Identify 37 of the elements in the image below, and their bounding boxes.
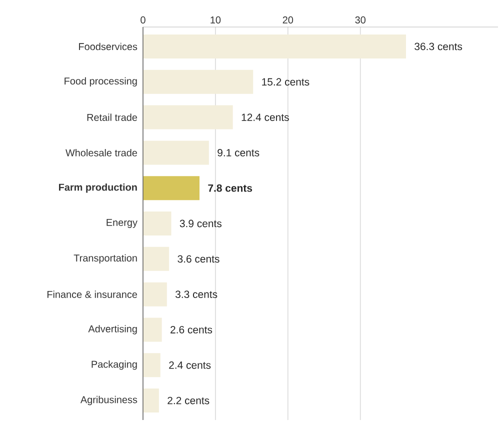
- data-label: 3.6 cents: [178, 255, 220, 263]
- bar: [143, 388, 159, 413]
- y-tick-label: Food processing: [64, 77, 137, 87]
- data-label: 3.9 cents: [180, 220, 222, 228]
- x-tick-label: 0: [140, 16, 146, 24]
- data-label: 7.8 cents: [208, 184, 252, 192]
- bar: [143, 353, 160, 378]
- data-label: 12.4 cents: [242, 114, 289, 121]
- y-tick-label: Finance & insurance: [47, 290, 138, 298]
- bar: [143, 70, 254, 94]
- data-label: 2.6 cents: [170, 326, 212, 334]
- y-tick-label: Advertising: [88, 325, 137, 334]
- x-tick-label: 20: [282, 16, 294, 24]
- data-label: 3.3 cents: [176, 290, 218, 298]
- x-tick-label: 10: [210, 16, 221, 24]
- bar: [143, 176, 200, 200]
- data-label: 2.2 cents: [168, 396, 210, 404]
- y-tick-label: Wholesale trade: [66, 149, 138, 156]
- data-label: 9.1 cents: [218, 148, 260, 156]
- bar: [143, 318, 162, 342]
- data-label: 2.4 cents: [169, 361, 211, 369]
- y-tick-label: Transportation: [74, 254, 137, 264]
- x-tick-label: 30: [355, 16, 366, 24]
- bar: [143, 140, 209, 165]
- data-label: 36.3 cents: [414, 42, 462, 50]
- y-tick-label: Agribusiness: [80, 396, 138, 406]
- bar: [143, 282, 167, 306]
- y-tick-label: Energy: [106, 219, 138, 228]
- y-tick-label: Retail trade: [87, 114, 138, 121]
- bar: [143, 105, 233, 130]
- data-label: 15.2 cents: [262, 78, 310, 86]
- y-tick-label: Packaging: [92, 360, 137, 370]
- bar: [143, 246, 170, 271]
- bar: [143, 34, 406, 58]
- y-tick-label: Foodservices: [79, 42, 138, 50]
- y-tick-label: Farm production: [59, 183, 137, 193]
- bar: [143, 212, 172, 236]
